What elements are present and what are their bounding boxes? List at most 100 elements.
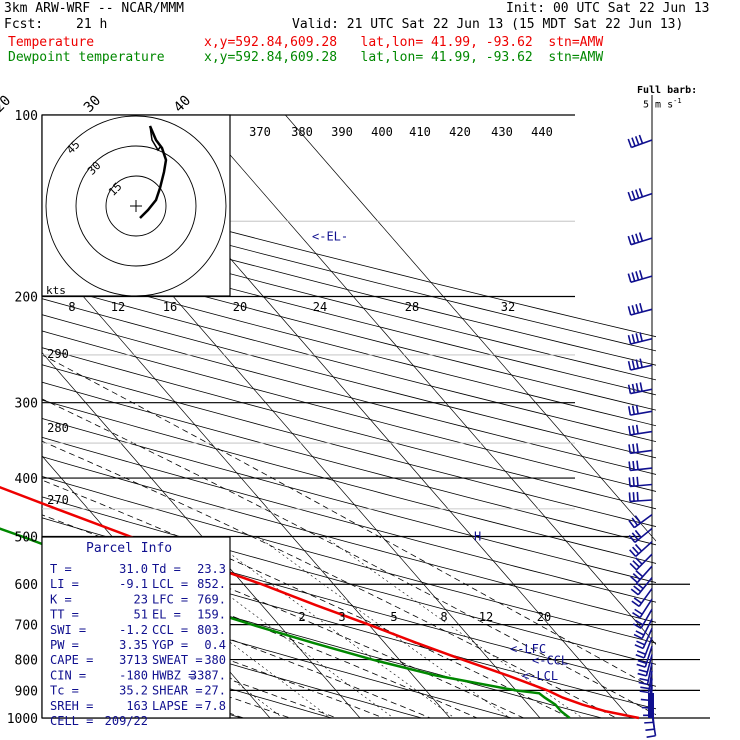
parcel-info-value: -1.2 — [119, 623, 148, 637]
wind-barb-feather — [627, 335, 632, 345]
moist-adiabat — [42, 398, 656, 716]
dry-adiabat — [42, 436, 656, 603]
wind-barb-feather — [635, 359, 640, 369]
hodograph-ring — [105, 175, 167, 237]
parcel-info-label: CAPE = — [50, 653, 93, 667]
dry-adiabat — [42, 584, 514, 718]
dry-adiabat — [42, 607, 424, 718]
wind-barb-feather — [637, 672, 647, 677]
theta-label: 440 — [531, 125, 553, 139]
wind-barb-feather — [636, 460, 639, 470]
hodograph-trace — [139, 125, 168, 219]
wind-barb — [627, 232, 653, 246]
wind-barb-feather — [635, 383, 639, 393]
wind-barb-feather — [631, 517, 639, 526]
wind-barb-feather — [628, 425, 632, 436]
wind-barb-feather — [632, 560, 640, 568]
wind-barb-feather — [638, 188, 644, 198]
wind-barb — [628, 424, 653, 436]
isotherm-label: 40 — [171, 93, 194, 116]
theta-label: 400 — [371, 125, 393, 139]
isotherm-label: 30 — [81, 93, 104, 116]
wind-barb-feather — [628, 477, 631, 487]
theta-e-label: 290 — [47, 347, 69, 361]
wind-barb-feather — [636, 443, 639, 453]
parcel-info-label: Td = — [152, 562, 181, 576]
dry-adiabat — [42, 267, 656, 427]
wind-barb — [628, 476, 653, 488]
parcel-info-value: 23 — [134, 592, 148, 606]
wind-barb-staff — [630, 237, 653, 246]
wind-barb-cluster — [648, 693, 654, 718]
wind-barb-staff — [636, 565, 653, 584]
theta-label: 420 — [449, 125, 471, 139]
wind-barb — [627, 134, 653, 149]
theta-label: 380 — [291, 125, 313, 139]
wind-barb-feather — [637, 659, 647, 665]
wind-barb-feather — [632, 460, 635, 471]
wind-barb-feather — [631, 383, 636, 393]
wind-barb-staff — [637, 577, 653, 596]
wind-barb-feather — [627, 384, 632, 394]
dewpoint-legend-info: x,y=592.84,609.28 lat,lon= 41.99, -93.62… — [204, 50, 604, 65]
wind-barb — [633, 618, 653, 640]
wind-barb-feather — [632, 425, 635, 435]
wind-barb-feather — [635, 333, 640, 343]
valid-time: Valid: 21 UTC Sat 22 Jun 13 (15 MDT Sat … — [292, 17, 684, 32]
wind-barb-feather — [634, 529, 642, 538]
wind-barb-feather — [627, 235, 632, 245]
wind-barb-feather — [635, 582, 644, 590]
wind-barb — [627, 270, 653, 284]
parcel-info-value: 769. — [197, 592, 226, 606]
hodograph-ring — [45, 115, 227, 297]
parcel-info-label: LFC = — [152, 592, 188, 606]
wind-barb-feather — [645, 728, 655, 731]
wind-barb — [629, 541, 653, 558]
parcel-info-value: 852. — [197, 577, 226, 591]
theta-label: 390 — [331, 125, 353, 139]
forecast-hour: 21 h — [76, 17, 108, 32]
isotherm — [42, 351, 361, 718]
dry-adiabat — [42, 223, 656, 381]
wind-barb-feather — [639, 332, 643, 342]
temperature-line — [0, 485, 640, 720]
wind-barb-feather — [627, 361, 632, 371]
parcel-info-label: TT = — [50, 608, 79, 622]
dewpoint-legend-label: Dewpoint temperature — [8, 50, 165, 65]
hodograph-speed-label: 24 — [313, 300, 327, 314]
wind-barb-feather — [629, 562, 638, 571]
parcel-info-label: Tc = — [50, 684, 79, 698]
wind-barb-feather — [633, 597, 642, 604]
annotation-el: <-EL- — [312, 229, 348, 243]
wind-barb — [631, 588, 653, 608]
parcel-info-value: 7.8 — [204, 699, 226, 713]
parcel-info-value: -180 — [119, 668, 148, 682]
wind-barb-feather — [631, 600, 640, 608]
wind-barb-feather — [639, 303, 643, 313]
parcel-info-value: 3713 — [119, 653, 148, 667]
theta-e-label: 280 — [47, 421, 69, 435]
dry-adiabat — [42, 314, 656, 475]
wind-barb-feather — [632, 573, 641, 581]
pressure-label-1000: 1000 — [7, 712, 38, 727]
parcel-info-value: 3387. — [190, 668, 226, 682]
wind-barb — [636, 645, 653, 668]
parcel-info-box — [41, 536, 231, 719]
parcel-info-value: 163 — [126, 699, 148, 713]
dry-adiabat — [42, 282, 656, 443]
hodograph-speed-label: 8 — [68, 300, 75, 314]
wind-barb-feather — [627, 138, 633, 148]
dry-adiabat — [42, 475, 656, 644]
hodograph-speed-label: 32 — [501, 300, 515, 314]
wind-barb-feather — [635, 570, 644, 578]
wind-barb-feather — [638, 668, 648, 673]
wind-barb-feather — [635, 233, 640, 243]
mixing-ratio-line — [324, 536, 584, 718]
wind-barb-feather — [639, 677, 649, 682]
wind-barb-feather — [631, 190, 636, 200]
isotherm — [285, 115, 656, 542]
wind-barb-feather — [629, 549, 637, 557]
forecast-label: Fcst: — [4, 17, 44, 32]
init-time: Init: 00 UTC Sat 22 Jun 13 — [506, 1, 710, 16]
